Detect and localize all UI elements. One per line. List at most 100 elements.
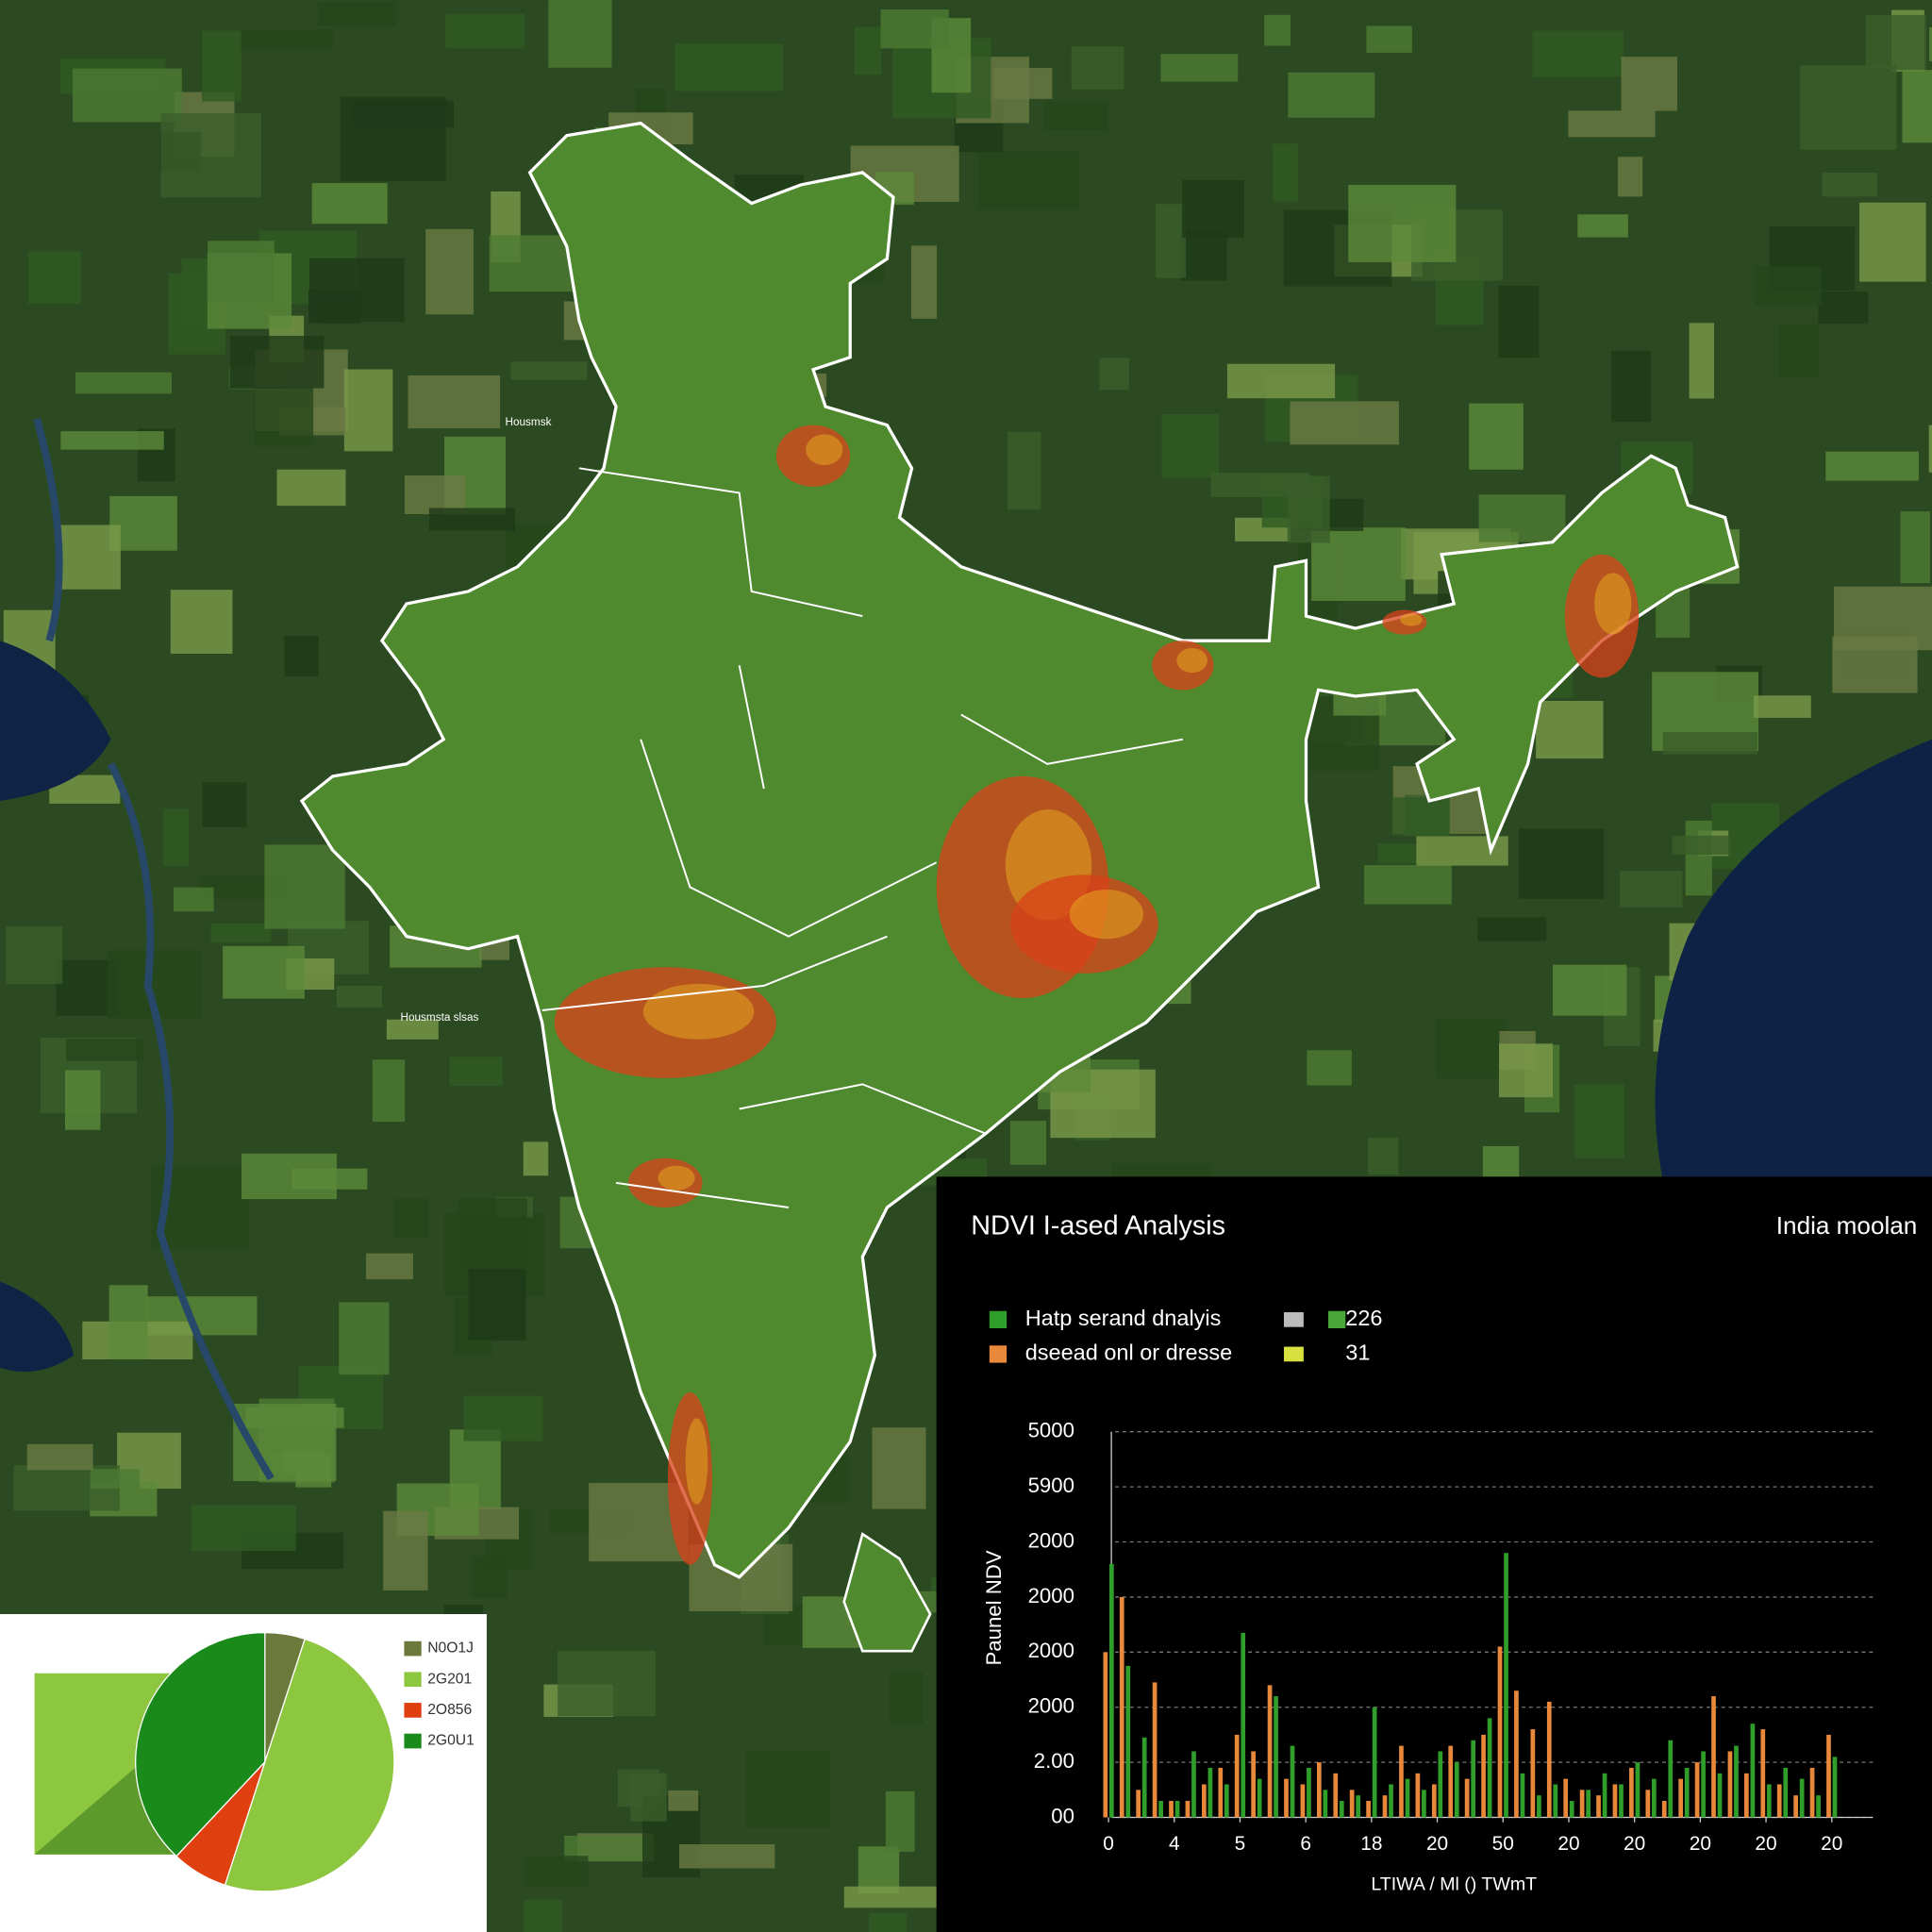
field-patch	[872, 1427, 926, 1509]
bar	[1448, 1745, 1454, 1818]
field-patch	[163, 808, 190, 867]
bar	[1569, 1801, 1574, 1818]
bar	[1727, 1751, 1733, 1818]
field-patch	[1364, 864, 1452, 905]
field-patch	[282, 1449, 325, 1474]
bar	[1471, 1740, 1476, 1818]
field-patch	[318, 1, 397, 26]
field-patch	[1498, 1043, 1554, 1098]
field-patch	[1498, 285, 1540, 358]
field-patch	[1832, 636, 1918, 693]
field-patch	[1307, 1050, 1352, 1086]
stress-hotspots	[554, 425, 1640, 1565]
field-patch	[202, 782, 247, 827]
bar	[1372, 1707, 1377, 1818]
field-patch	[181, 258, 208, 328]
field-patch	[1391, 797, 1450, 836]
water	[0, 1281, 75, 1373]
map-label: Housmsk	[506, 416, 552, 428]
bar	[1553, 1784, 1558, 1818]
field-patch	[372, 1059, 406, 1123]
field-patch	[978, 151, 1079, 210]
bar	[1234, 1734, 1240, 1818]
field-patch	[885, 1790, 915, 1853]
field-patch	[1210, 473, 1310, 497]
y-tick-label: 5000	[1028, 1419, 1074, 1442]
bar	[1241, 1632, 1246, 1818]
field-patch	[1436, 1018, 1507, 1079]
field-patch	[160, 113, 261, 198]
bar	[1793, 1795, 1798, 1818]
field-patch	[1519, 828, 1605, 899]
field-patch	[1900, 511, 1930, 584]
field-patch	[675, 43, 784, 92]
bar	[1454, 1762, 1459, 1818]
field-patch	[1689, 323, 1714, 399]
legend-label: 2O856	[427, 1702, 472, 1718]
stress-hotspot	[1400, 613, 1423, 626]
field-patch	[1482, 1145, 1520, 1183]
field-patch	[890, 1672, 924, 1725]
field-patch	[1368, 1137, 1399, 1175]
bar	[1497, 1646, 1503, 1818]
field-patch	[1928, 425, 1932, 473]
bar	[1487, 1718, 1492, 1818]
field-patch	[449, 1057, 503, 1086]
field-patch	[1043, 101, 1109, 131]
stress-hotspot	[806, 434, 843, 466]
bar-chart: 00 2.00 2000 2000 2000 2000 5900 5000 0 4 5 6 18 20 50…	[989, 1306, 1874, 1855]
bar	[1382, 1795, 1388, 1818]
field-patch	[1577, 214, 1628, 238]
field-patch	[1160, 54, 1239, 82]
bar	[1520, 1773, 1525, 1818]
bar	[1832, 1757, 1838, 1818]
field-patch	[191, 1505, 296, 1552]
legend-swatch	[404, 1641, 422, 1657]
x-tick-label: 0	[1103, 1833, 1114, 1855]
legend-swatch	[404, 1733, 422, 1749]
bar	[1316, 1762, 1322, 1818]
legend-label: 2G201	[427, 1671, 472, 1687]
field-patch	[408, 375, 501, 429]
y-tick-label: 2000	[1028, 1584, 1074, 1607]
field-patch	[910, 245, 938, 319]
bar	[1438, 1751, 1443, 1818]
bar	[1629, 1767, 1634, 1818]
field-patch	[525, 1856, 589, 1887]
bar	[1349, 1790, 1355, 1818]
field-patch	[1825, 451, 1919, 481]
field-patch	[241, 1153, 337, 1200]
field-patch	[1611, 350, 1651, 423]
field-patch	[457, 1198, 527, 1270]
field-patch	[1071, 46, 1124, 90]
field-patch	[1536, 700, 1604, 759]
legend-swatch	[1283, 1312, 1304, 1327]
legend-swatch	[1328, 1310, 1346, 1328]
legend-label: Hatp serand dnalyis	[1025, 1306, 1222, 1330]
bar	[1405, 1778, 1410, 1818]
field-patch	[1161, 413, 1220, 478]
bar	[1514, 1690, 1519, 1818]
x-tick-label: 20	[1624, 1833, 1645, 1855]
field-patch	[254, 387, 314, 447]
field-patch	[548, 0, 612, 68]
bar	[1464, 1778, 1470, 1818]
bar	[1537, 1795, 1541, 1818]
stress-hotspot	[685, 1418, 708, 1505]
bar	[1108, 1563, 1114, 1818]
field-patch	[1685, 820, 1712, 896]
field-patch	[843, 1886, 952, 1908]
bar	[1579, 1790, 1585, 1818]
x-tick-label: 20	[1426, 1833, 1448, 1855]
field-patch	[284, 635, 319, 677]
field-patch	[678, 1843, 775, 1869]
map-label: Housmsta slsas	[400, 1011, 478, 1024]
legend-label: 2G0U1	[427, 1733, 475, 1749]
pie-slice	[224, 1638, 395, 1892]
field-patch	[1156, 204, 1187, 278]
bar	[1504, 1553, 1508, 1818]
bar	[1366, 1801, 1371, 1818]
chart-title: NDVI I-ased Analysis	[971, 1210, 1225, 1241]
bar	[1251, 1751, 1256, 1818]
bar	[1596, 1795, 1601, 1818]
